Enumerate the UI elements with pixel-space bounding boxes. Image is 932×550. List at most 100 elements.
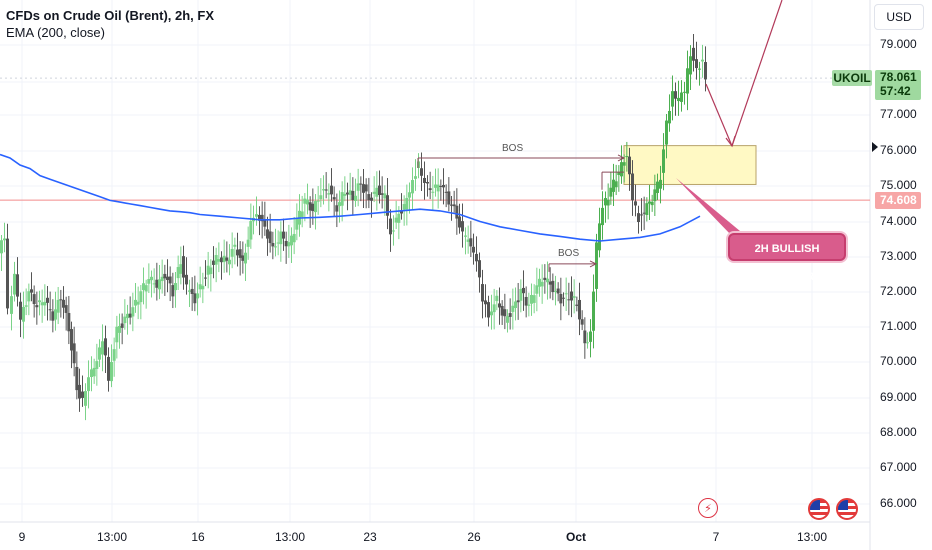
- candle-body: [487, 302, 490, 318]
- breaker-callout[interactable]: 2H BULLISH BREAKER: [728, 233, 846, 283]
- candle-body: [338, 202, 341, 207]
- candle-body: [95, 361, 99, 369]
- candle-body: [612, 179, 615, 192]
- last-price-tag: 78.061 57:42: [875, 70, 921, 100]
- candle-body: [332, 197, 336, 200]
- candle-body: [551, 280, 555, 293]
- candle-body: [75, 366, 79, 391]
- candle-body: [282, 231, 285, 239]
- candle-body: [447, 191, 451, 205]
- us-flag-icon[interactable]: [808, 498, 830, 520]
- candle-body: [72, 343, 76, 364]
- candle-body: [196, 293, 199, 299]
- candle-body: [524, 296, 528, 306]
- candle-body: [188, 290, 191, 292]
- candle-body: [606, 199, 610, 206]
- candle-body: [87, 377, 90, 392]
- candle-body: [284, 240, 288, 247]
- candle-body: [241, 255, 245, 261]
- candle-body: [126, 313, 129, 319]
- candle-body: [128, 313, 132, 318]
- candle-body: [0, 240, 3, 254]
- projection-arrow-up: [731, 0, 783, 147]
- indicator-label[interactable]: EMA (200, close): [6, 25, 105, 40]
- bullish-breaker-zone: [623, 145, 757, 185]
- candle-body: [546, 278, 549, 283]
- candle-body: [402, 204, 406, 210]
- time-axis-label: 16: [191, 530, 205, 544]
- candle-body: [30, 289, 33, 293]
- candle-body: [306, 199, 309, 205]
- candle-body: [13, 273, 16, 295]
- candle-body: [414, 176, 417, 179]
- candle-body: [134, 299, 137, 306]
- candle-body: [59, 299, 63, 301]
- candle-body: [308, 202, 312, 211]
- candle-body: [115, 326, 119, 343]
- candle-body: [139, 291, 143, 303]
- price-axis-label: 68.000: [880, 425, 917, 439]
- candle-body: [554, 290, 557, 292]
- candle-body: [214, 255, 218, 265]
- price-axis-label: 74.000: [880, 214, 917, 228]
- candle-body: [266, 229, 269, 239]
- candle-body: [411, 180, 414, 194]
- candle-body: [244, 252, 247, 264]
- candle-body: [354, 195, 357, 201]
- candle-body: [589, 331, 592, 342]
- candle-body: [617, 171, 621, 175]
- candle-body: [90, 369, 93, 378]
- candle-body: [6, 238, 9, 309]
- candle-body: [380, 193, 384, 195]
- candle-body: [372, 191, 376, 194]
- candle-body: [394, 217, 398, 223]
- candle-body: [540, 281, 544, 287]
- time-axis-label: 26: [467, 530, 481, 544]
- candle-body: [375, 187, 379, 197]
- candle-body: [168, 276, 172, 284]
- candle-body: [428, 188, 432, 191]
- candle-body: [92, 367, 96, 377]
- candle-body: [420, 168, 423, 176]
- price-axis-label: 76.000: [880, 143, 917, 157]
- candle-body: [511, 305, 515, 312]
- candle-body: [150, 276, 153, 281]
- candle-body: [182, 256, 185, 278]
- candle-body: [535, 285, 539, 294]
- currency-button[interactable]: USD: [874, 4, 924, 30]
- candle-body: [495, 295, 499, 302]
- candle-body: [174, 283, 177, 291]
- price-axis-label: 67.000: [880, 460, 917, 474]
- candle-body: [490, 311, 493, 316]
- lightning-icon[interactable]: ⚡: [698, 498, 718, 518]
- candle-body: [458, 216, 461, 228]
- candle-body: [559, 293, 563, 304]
- chart-title: CFDs on Crude Oil (Brent), 2h, FX: [6, 8, 215, 23]
- candle-body: [506, 316, 509, 323]
- candle-body: [300, 211, 304, 218]
- candle-body: [634, 201, 637, 206]
- candle-body: [686, 68, 689, 94]
- candle-body: [677, 97, 680, 102]
- candle-body: [367, 194, 371, 201]
- candle-body: [648, 201, 651, 204]
- candle-body: [147, 279, 151, 284]
- candle-body: [637, 213, 640, 223]
- price-axis-label: 75.000: [880, 178, 917, 192]
- price-axis-label: 79.000: [880, 37, 917, 51]
- candle-body: [327, 193, 331, 195]
- candle-body: [527, 304, 531, 306]
- us-flag-icon[interactable]: [836, 498, 858, 520]
- candle-body: [516, 300, 520, 303]
- candle-body: [498, 303, 501, 308]
- candle-body: [32, 294, 36, 305]
- candle-body: [570, 291, 573, 301]
- candle-body: [236, 249, 239, 256]
- candle-body: [155, 279, 159, 288]
- candle-body: [351, 190, 355, 201]
- candle-body: [640, 214, 643, 216]
- bos-label-upper: BOS: [502, 143, 524, 154]
- candle-body: [35, 305, 39, 308]
- time-axis-label: 23: [363, 530, 377, 544]
